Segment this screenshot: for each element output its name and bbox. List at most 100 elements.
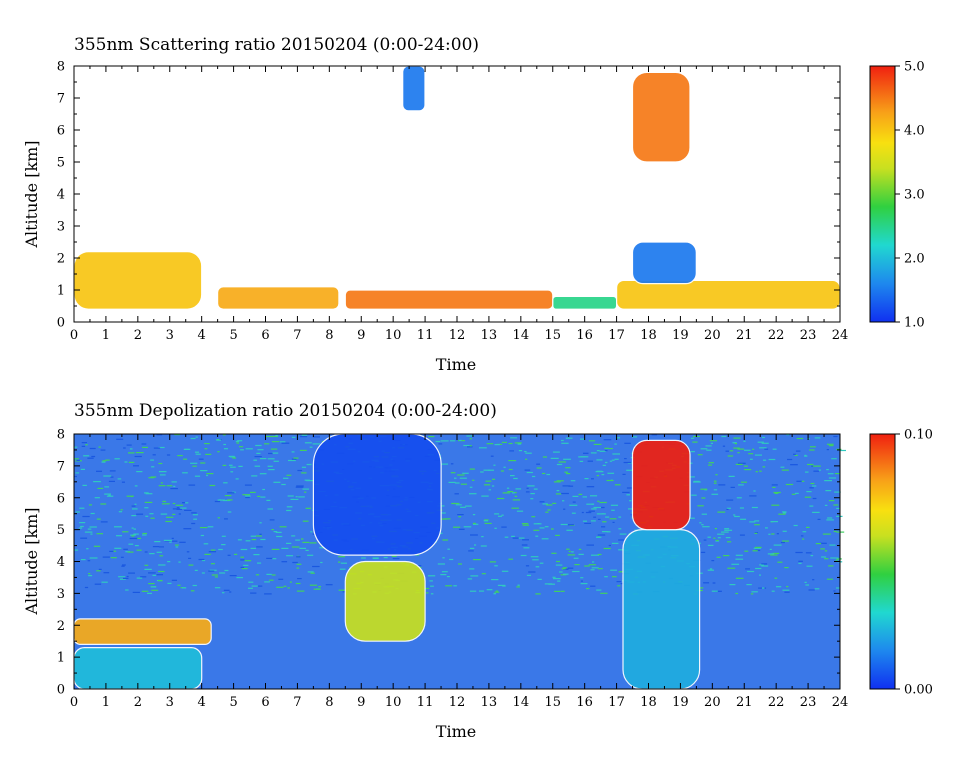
x-tick-label: 5 — [229, 328, 237, 343]
colorbar-ticks: 5.0 4.0 3.0 2.0 1.0 — [895, 60, 925, 331]
colorbar-label: 4.0 — [904, 124, 925, 139]
x-tick-label: 2 — [134, 328, 142, 343]
x-tick-label: 8 — [325, 328, 333, 343]
chart-title: 355nm Scattering ratio 20150204 (0:00-24… — [74, 35, 479, 55]
x-tick-label: 12 — [449, 328, 466, 343]
y-tick-label: 1 — [57, 284, 65, 299]
colorbar-label: 2.0 — [904, 252, 925, 267]
chart-title: 355nm Depolization ratio 20150204 (0:00-… — [74, 401, 497, 421]
x-tick-label: 16 — [576, 695, 593, 710]
x-tick-label: 10 — [385, 328, 402, 343]
heatmap-feature — [73, 646, 203, 690]
x-tick-label: 11 — [417, 328, 434, 343]
x-tick-label: 17 — [608, 328, 625, 343]
heatmap-feature — [402, 65, 426, 112]
y-tick-label: 2 — [57, 252, 65, 267]
x-tick-label: 12 — [449, 695, 466, 710]
x-tick-label: 24 — [832, 695, 849, 710]
heatmap-feature — [312, 433, 442, 556]
heatmap-feature — [622, 528, 701, 690]
y-tick-label: 3 — [57, 220, 65, 235]
heatmap-feature — [615, 279, 841, 310]
colorbar-label: 3.0 — [904, 188, 925, 203]
x-tick-label: 13 — [481, 328, 498, 343]
x-tick-label: 3 — [166, 328, 174, 343]
colorbar-label: 0.10 — [904, 428, 933, 443]
x-tick-label: 23 — [800, 328, 817, 343]
colorbar-label: 1.0 — [904, 316, 925, 331]
x-axis-ticks: 0 1 2 3 4 5 6 7 8 9 10 11 12 13 14 15 16 17 18 19 20 21 22 23 24 — [70, 434, 848, 710]
x-tick-label: 17 — [608, 695, 625, 710]
x-tick-label: 8 — [325, 695, 333, 710]
x-tick-label: 1 — [102, 328, 110, 343]
y-tick-label: 0 — [57, 683, 65, 698]
background-field — [74, 434, 840, 689]
y-axis-ticks: 0 1 2 3 4 5 6 7 8 — [57, 428, 840, 698]
colorbar-ticks: 0.10 0.00 — [895, 428, 933, 698]
y-tick-label: 7 — [57, 459, 65, 474]
heatmap-feature — [344, 560, 426, 642]
x-tick-label: 9 — [357, 328, 365, 343]
scattering-ratio-panel: 355nm Scattering ratio 20150204 (0:00-24… — [22, 35, 925, 374]
x-tick-label: 0 — [70, 328, 78, 343]
x-tick-label: 6 — [261, 695, 269, 710]
x-tick-label: 15 — [544, 695, 561, 710]
y-axis-label: Altitude [km] — [22, 507, 41, 615]
heatmap-feature — [631, 71, 691, 163]
x-tick-label: 4 — [198, 328, 206, 343]
x-tick-label: 10 — [385, 695, 402, 710]
x-tick-label: 18 — [640, 328, 657, 343]
heatmap-feature — [344, 289, 554, 310]
x-axis-ticks: 0 1 2 3 4 5 6 7 8 9 10 11 12 13 14 15 16 17 18 19 20 21 22 23 24 — [70, 66, 848, 343]
x-tick-label: 18 — [640, 695, 657, 710]
x-tick-label: 4 — [198, 695, 206, 710]
colorbar — [869, 65, 896, 323]
heatmap-feature — [631, 241, 697, 285]
x-tick-label: 13 — [481, 695, 498, 710]
y-tick-label: 5 — [57, 156, 65, 171]
x-tick-label: 23 — [800, 695, 817, 710]
y-tick-label: 8 — [57, 60, 65, 75]
y-tick-label: 3 — [57, 587, 65, 602]
x-tick-label: 2 — [134, 695, 142, 710]
x-tick-label: 20 — [704, 695, 721, 710]
x-axis-label: Time — [436, 355, 476, 374]
y-tick-label: 5 — [57, 523, 65, 538]
heatmap-feature — [73, 618, 212, 646]
x-tick-label: 22 — [768, 328, 785, 343]
heatmap-image — [73, 433, 846, 690]
x-axis-label: Time — [436, 722, 476, 741]
x-tick-label: 6 — [261, 328, 269, 343]
x-tick-label: 16 — [576, 328, 593, 343]
heatmap-image — [73, 65, 841, 310]
y-tick-label: 1 — [57, 651, 65, 666]
x-tick-label: 7 — [293, 328, 301, 343]
depolarization-ratio-panel: 355nm Depolization ratio 20150204 (0:00-… — [22, 401, 933, 741]
x-tick-label: 19 — [672, 695, 689, 710]
y-tick-label: 7 — [57, 92, 65, 107]
colorbar-label: 0.00 — [904, 683, 933, 698]
colorbar-label: 5.0 — [904, 60, 925, 75]
x-tick-label: 7 — [293, 695, 301, 710]
x-tick-label: 1 — [102, 695, 110, 710]
x-tick-label: 5 — [229, 695, 237, 710]
y-tick-label: 6 — [57, 491, 65, 506]
y-tick-label: 4 — [57, 188, 65, 203]
heatmap-feature — [217, 286, 340, 310]
x-tick-label: 15 — [544, 328, 561, 343]
y-axis-label: Altitude [km] — [22, 140, 41, 248]
y-tick-label: 6 — [57, 124, 65, 139]
x-tick-label: 21 — [736, 695, 753, 710]
x-tick-label: 14 — [513, 328, 530, 343]
x-tick-label: 0 — [70, 695, 78, 710]
x-tick-label: 21 — [736, 328, 753, 343]
x-tick-label: 3 — [166, 695, 174, 710]
y-tick-label: 8 — [57, 428, 65, 443]
colorbar — [869, 433, 896, 690]
x-tick-label: 19 — [672, 328, 689, 343]
heatmap-feature — [552, 295, 618, 310]
heatmap-feature — [631, 439, 691, 531]
x-tick-label: 20 — [704, 328, 721, 343]
y-axis-ticks: 0 1 2 3 4 5 6 7 8 — [57, 60, 840, 331]
